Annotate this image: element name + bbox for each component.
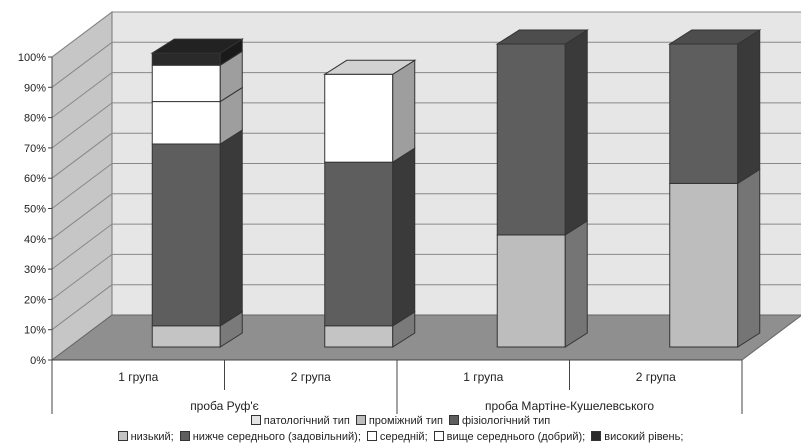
legend-label: фізіологічний тип (461, 415, 551, 427)
bar-segment (151, 129, 243, 327)
bar-segment (495, 29, 589, 236)
legend-label: низький; (130, 431, 174, 443)
y-tick-label: 0% (30, 355, 46, 367)
legend-item: середній; (366, 431, 428, 443)
bar-segment (323, 59, 417, 164)
gridline-side (51, 72, 113, 118)
legend-swatch (117, 431, 128, 441)
legend-item: нижче середнього (задовільний); (179, 431, 361, 443)
category-label: 1 група (118, 370, 158, 384)
category-label: 1 група (463, 370, 503, 384)
legend-label: проміжний тип (368, 415, 443, 427)
gridline-side (51, 132, 113, 179)
bar-segment (668, 29, 762, 185)
gridline-side (51, 163, 113, 209)
legend-swatch (591, 431, 602, 441)
legend-swatch (366, 431, 377, 441)
legend-item: патологічний тип (250, 415, 350, 427)
y-tick-label: 90% (24, 82, 46, 94)
y-tick-label: 70% (24, 143, 46, 155)
legend-item: низький; (117, 431, 174, 443)
y-tick-label: 100% (18, 52, 46, 64)
legend-label: нижче середнього (задовільний); (192, 431, 361, 443)
gridline-side (51, 284, 113, 331)
gridline-side (51, 102, 113, 149)
legend-label: вище середнього (добрий); (446, 431, 586, 443)
y-tick-label: 60% (24, 173, 46, 185)
legend-item: високий рівень; (591, 431, 683, 443)
group-label: проба Руф'є (190, 399, 259, 413)
legend-swatch (448, 415, 459, 425)
y-tick-label: 30% (24, 264, 46, 276)
y-tick-label: 20% (24, 294, 46, 306)
category-label: 2 група (291, 370, 331, 384)
bar-segment (150, 38, 244, 67)
legend-label: патологічний тип (263, 415, 350, 427)
bar-segment (669, 168, 761, 348)
legend-item: фізіологічний тип (448, 415, 551, 427)
gridline-side (51, 41, 113, 88)
legend-swatch (179, 431, 190, 441)
bar-segment (151, 50, 243, 103)
bar-segment (324, 147, 416, 327)
bar-segment (151, 86, 243, 145)
y-tick-label: 50% (24, 204, 46, 216)
legend-item: вище середнього (добрий); (433, 431, 586, 443)
legend-label: середній; (379, 431, 428, 443)
group-label: проба Мартіне-Кушелевського (485, 399, 654, 413)
y-tick-label: 80% (24, 113, 46, 125)
legend-row-types: патологічний тип проміжний тип фізіологічн… (0, 415, 801, 427)
legend-swatch (433, 431, 444, 441)
legend-swatch (355, 415, 366, 425)
y-tick-label: 40% (24, 234, 46, 246)
legend-label: високий рівень; (604, 431, 684, 443)
y-tick-label: 10% (24, 325, 46, 337)
legend-swatch (250, 415, 261, 425)
gridline-side (51, 193, 113, 240)
legend-item: проміжний тип (355, 415, 443, 427)
gridline-side (51, 253, 113, 300)
category-label: 2 група (636, 370, 676, 384)
gridline-side (51, 223, 113, 270)
legend-row-levels: низький; нижче середнього (задовільний); с… (0, 431, 801, 443)
gridline-side (51, 11, 113, 58)
bar-segment (496, 219, 588, 348)
